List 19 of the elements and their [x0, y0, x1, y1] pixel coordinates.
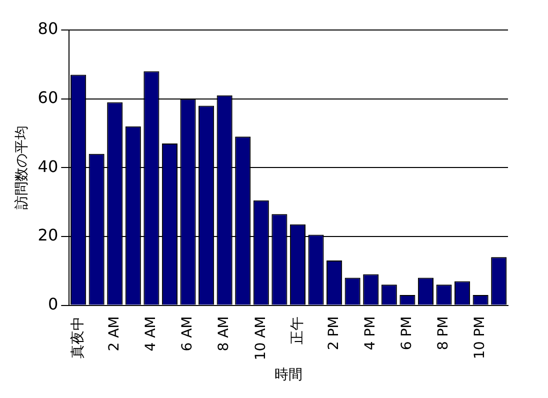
x-tick-label: 6 PM	[399, 316, 416, 350]
x-tick-label: 6 AM	[180, 316, 196, 352]
x-tick-label: 8 PM	[436, 316, 452, 350]
x-tick-label: 8 AM	[216, 316, 232, 352]
y-tick-label: 20	[38, 226, 58, 245]
x-tick-label: 真夜中	[70, 316, 86, 358]
x-tick-label: 2 AM	[106, 316, 123, 352]
y-tick-label: 60	[38, 88, 58, 107]
x-tick-label: 4 AM	[143, 316, 160, 352]
x-axis-title: 時間	[274, 367, 303, 384]
y-axis-title: 訪問数の平均	[14, 126, 30, 210]
y-tick-label: 80	[38, 19, 58, 38]
x-tick-label: 10 AM	[252, 316, 269, 360]
y-tick-label: 40	[38, 156, 58, 176]
x-tick-label: 10 PM	[472, 316, 488, 360]
x-tick-label: 2 PM	[326, 316, 342, 350]
x-tick-label: 正午	[289, 316, 306, 344]
y-tick-label: 0	[48, 294, 58, 314]
x-tick-label: 4 PM	[362, 316, 379, 350]
